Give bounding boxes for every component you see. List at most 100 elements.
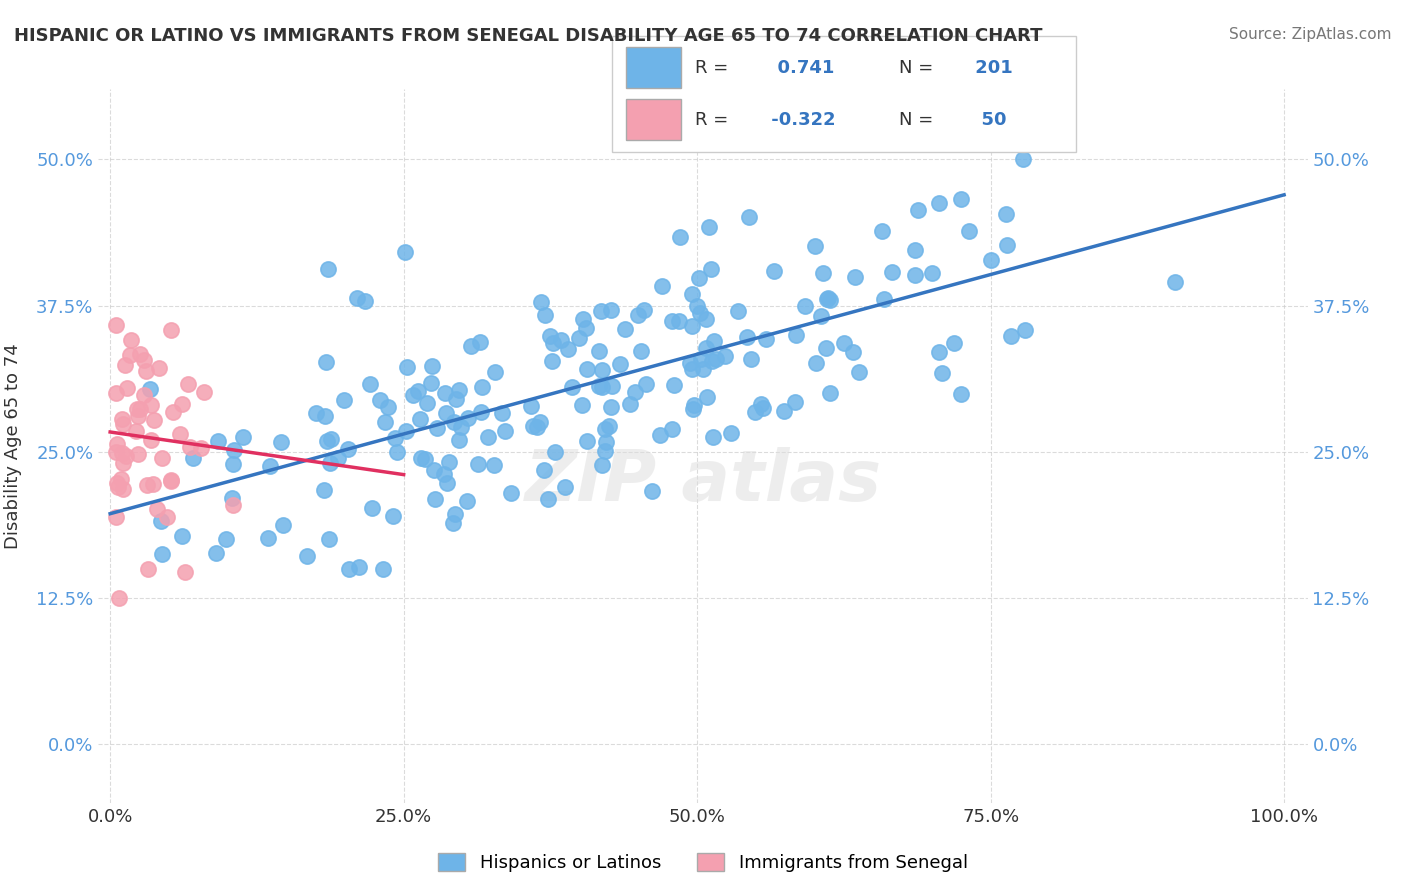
Point (491, 406, 513, 420)
Point (688, 270, 710, 285)
Text: R =: R = (695, 59, 728, 77)
Point (120, 333, 142, 347)
Point (818, 293, 841, 307)
Point (318, 532, 340, 546)
Point (817, 292, 839, 306)
Point (600, 379, 623, 393)
Point (436, 476, 458, 491)
Point (589, 303, 612, 318)
Point (368, 392, 391, 407)
Point (630, 343, 652, 358)
Text: -0.322: -0.322 (765, 112, 835, 129)
Point (394, 245, 416, 260)
Point (110, 472, 132, 486)
Point (818, 385, 841, 400)
Point (624, 385, 647, 400)
Point (738, 211, 761, 225)
Point (127, 447, 149, 461)
Point (679, 356, 702, 370)
Point (107, 475, 129, 490)
Point (591, 363, 613, 377)
Text: 50: 50 (969, 112, 1007, 129)
Point (426, 421, 449, 435)
Point (190, 441, 212, 455)
Point (681, 362, 703, 376)
Text: N =: N = (900, 59, 934, 77)
Point (395, 424, 418, 438)
Point (128, 401, 150, 416)
Point (114, 358, 136, 372)
Point (124, 424, 146, 438)
Point (520, 399, 543, 413)
Point (484, 365, 506, 379)
Point (337, 562, 360, 576)
Point (957, 224, 980, 238)
Point (434, 386, 457, 401)
Point (142, 477, 165, 491)
Point (832, 336, 855, 351)
Point (595, 421, 617, 435)
Point (315, 434, 337, 449)
Point (591, 458, 613, 473)
Point (146, 502, 169, 516)
Point (441, 516, 464, 530)
Point (695, 312, 717, 326)
Point (949, 387, 972, 401)
Point (271, 518, 294, 533)
Point (627, 308, 650, 322)
Point (682, 398, 704, 412)
Point (450, 419, 472, 434)
Point (1011, 152, 1033, 166)
Point (534, 308, 557, 322)
Point (804, 356, 827, 370)
Point (111, 412, 134, 426)
Point (641, 483, 664, 498)
Y-axis label: Disability Age 65 to 74: Disability Age 65 to 74 (4, 343, 22, 549)
Point (541, 336, 564, 351)
Point (904, 243, 927, 257)
Point (662, 378, 685, 392)
Point (207, 434, 229, 448)
Point (127, 409, 149, 423)
Point (669, 229, 692, 244)
Point (105, 386, 128, 401)
Point (107, 480, 129, 494)
Point (443, 507, 465, 521)
Point (443, 415, 465, 429)
Point (305, 406, 328, 420)
Point (614, 322, 637, 336)
Point (907, 202, 929, 217)
Point (387, 444, 409, 458)
Point (561, 380, 583, 394)
Point (533, 463, 555, 477)
Point (135, 364, 157, 378)
Point (682, 402, 704, 417)
Point (575, 361, 598, 376)
Point (942, 336, 965, 351)
Point (703, 334, 725, 348)
Point (870, 224, 893, 238)
Text: HISPANIC OR LATINO VS IMMIGRANTS FROM SENEGAL DISABILITY AGE 65 TO 74 CORRELATIO: HISPANIC OR LATINO VS IMMIGRANTS FROM SE… (14, 27, 1043, 45)
Point (259, 459, 281, 474)
Point (420, 376, 443, 391)
Point (434, 406, 457, 420)
Point (193, 385, 215, 400)
Point (720, 425, 742, 440)
Point (111, 482, 134, 496)
Point (395, 360, 418, 375)
Point (772, 404, 794, 418)
Point (115, 381, 138, 395)
Point (105, 445, 128, 459)
Point (433, 467, 456, 481)
Point (668, 314, 690, 328)
Point (522, 419, 544, 434)
Point (530, 295, 553, 310)
Point (903, 268, 925, 283)
Point (599, 401, 621, 415)
Point (127, 401, 149, 416)
Point (928, 196, 950, 211)
Point (648, 428, 671, 442)
Point (150, 514, 173, 528)
Point (447, 383, 470, 397)
Text: ZIP atlas: ZIP atlas (524, 447, 882, 516)
